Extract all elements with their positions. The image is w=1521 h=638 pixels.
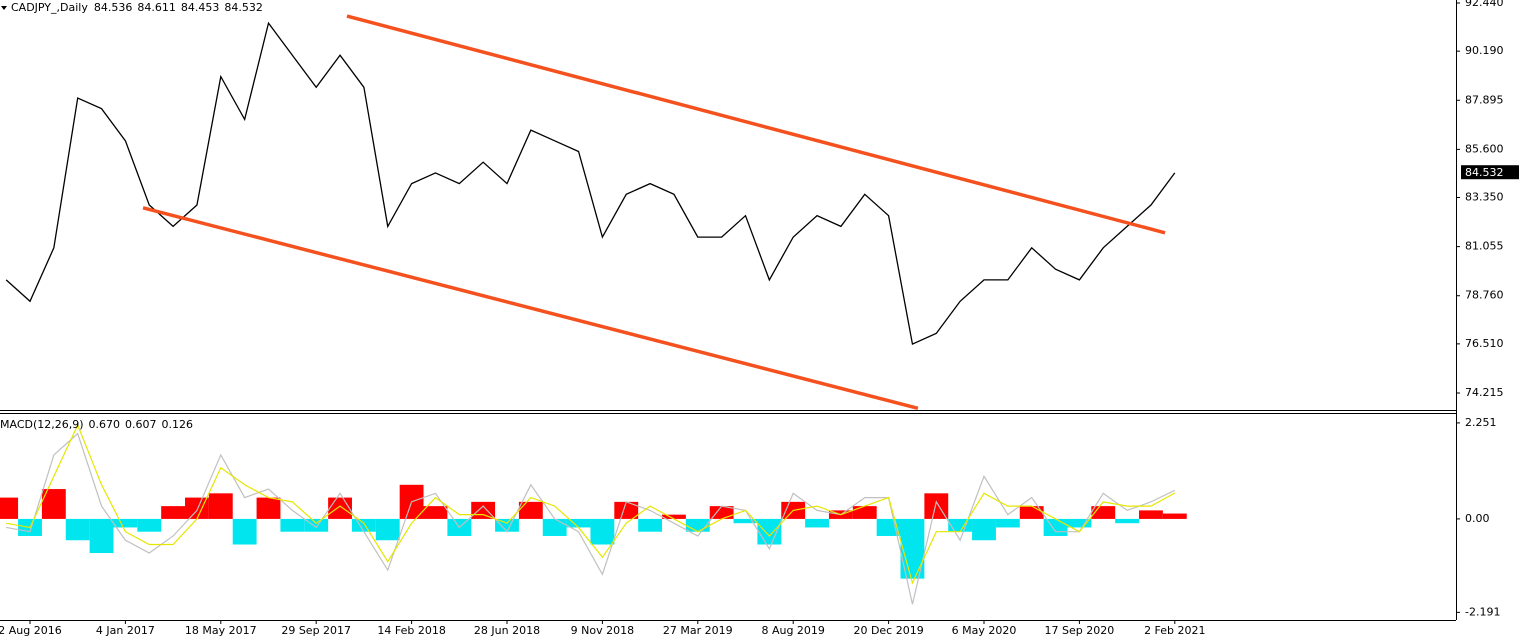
histogram-bar [614,501,639,519]
histogram-bar [518,501,543,519]
histogram-bar [972,518,996,541]
trendline [142,206,919,410]
x-tick-label: 2 Aug 2016 [0,624,62,637]
histogram-bar [113,518,138,528]
histogram-bar [1019,506,1044,519]
histogram-bar [375,518,400,541]
x-tick-label: 27 Mar 2019 [663,624,733,637]
histogram-bar [1115,518,1140,524]
histogram-bar [89,518,114,554]
histogram-bar [161,506,186,519]
histogram-bar [1043,518,1068,536]
histogram-bar [495,518,519,532]
histogram-bar [542,518,567,536]
y-tick-label: 85.600 [1465,142,1504,155]
macd-line [6,432,1176,605]
histogram-bar [1162,513,1187,519]
x-tick-label: 9 Nov 2018 [571,624,634,637]
histogram-bar [208,493,233,519]
menu-icon[interactable] [1,6,7,10]
macd-main-value: 0.670 [89,418,121,431]
macd-line [6,423,1176,585]
y-tick-label: 83.350 [1465,191,1504,204]
price-line [5,21,1176,346]
x-tick-label: 6 May 2020 [952,624,1017,637]
histogram-bar [733,518,758,524]
y-tick-label: -2.191 [1465,605,1500,618]
histogram-bar [757,518,782,545]
y-tick-label: 81.055 [1465,240,1504,253]
trendline [346,14,1166,235]
histogram-bar [41,489,66,519]
histogram-bar [423,506,448,519]
last-price-tag [1461,165,1519,180]
histogram-bar [1067,518,1092,528]
price-header: CADJPY_,Daily 84.536 84.611 84.453 84.532 [11,1,263,14]
y-tick-label: 87.895 [1465,93,1504,106]
histogram-bar [280,518,305,532]
y-tick-label: 92.440 [1465,0,1504,9]
histogram-bar [232,518,257,545]
histogram-bar [256,497,281,519]
histogram-bar [0,497,19,519]
x-tick-label: 2 Feb 2021 [1144,624,1205,637]
histogram-bar [471,501,496,519]
y-tick-label: 90.190 [1465,44,1504,57]
close-value: 84.532 [224,1,263,14]
x-tick-label: 18 May 2017 [185,624,257,637]
x-tick-label: 8 Aug 2019 [761,624,824,637]
y-tick-label: 74.215 [1465,386,1504,399]
y-tick-label: 78.760 [1465,289,1504,302]
macd-histogram-value: 0.126 [162,418,194,431]
x-tick-label: 4 Jan 2017 [96,624,155,637]
histogram-bar [995,518,1020,528]
histogram-bar [852,506,877,519]
macd-header: MACD(12,26,9) 0.670 0.607 0.126 [0,418,193,431]
x-tick-label: 28 Jun 2018 [474,624,540,637]
x-tick-label: 29 Sep 2017 [281,624,351,637]
high-value: 84.611 [137,1,176,14]
x-tick-label: 20 Dec 2019 [853,624,923,637]
open-value: 84.536 [94,1,133,14]
plot-layer [0,14,1187,605]
histogram-bar [137,518,162,532]
histogram-bar [1139,510,1163,519]
macd-signal-value: 0.607 [125,418,157,431]
y-tick-label: 76.510 [1465,337,1504,350]
y-tick-label: 2.251 [1465,416,1497,429]
histogram-bar [304,518,329,532]
histogram-bar [638,518,663,532]
histogram-bar [185,497,209,519]
histogram-bar [566,518,591,528]
y-tick-label: 0.00 [1465,512,1490,525]
histogram-bar [590,518,615,545]
histogram-bar [709,506,734,519]
histogram-bar [948,518,973,532]
histogram-bar [805,518,829,528]
macd-title: MACD(12,26,9) [0,418,84,431]
last-price-label: 84.532 [1465,166,1504,179]
histogram-bar [662,514,686,519]
histogram-bar [351,518,376,532]
x-tick-label: 17 Sep 2020 [1045,624,1115,637]
histogram-bar [328,497,352,519]
histogram-bar [65,518,90,541]
symbol-title: CADJPY_,Daily [11,1,88,14]
x-tick-label: 14 Feb 2018 [377,624,445,637]
low-value: 84.453 [181,1,220,14]
